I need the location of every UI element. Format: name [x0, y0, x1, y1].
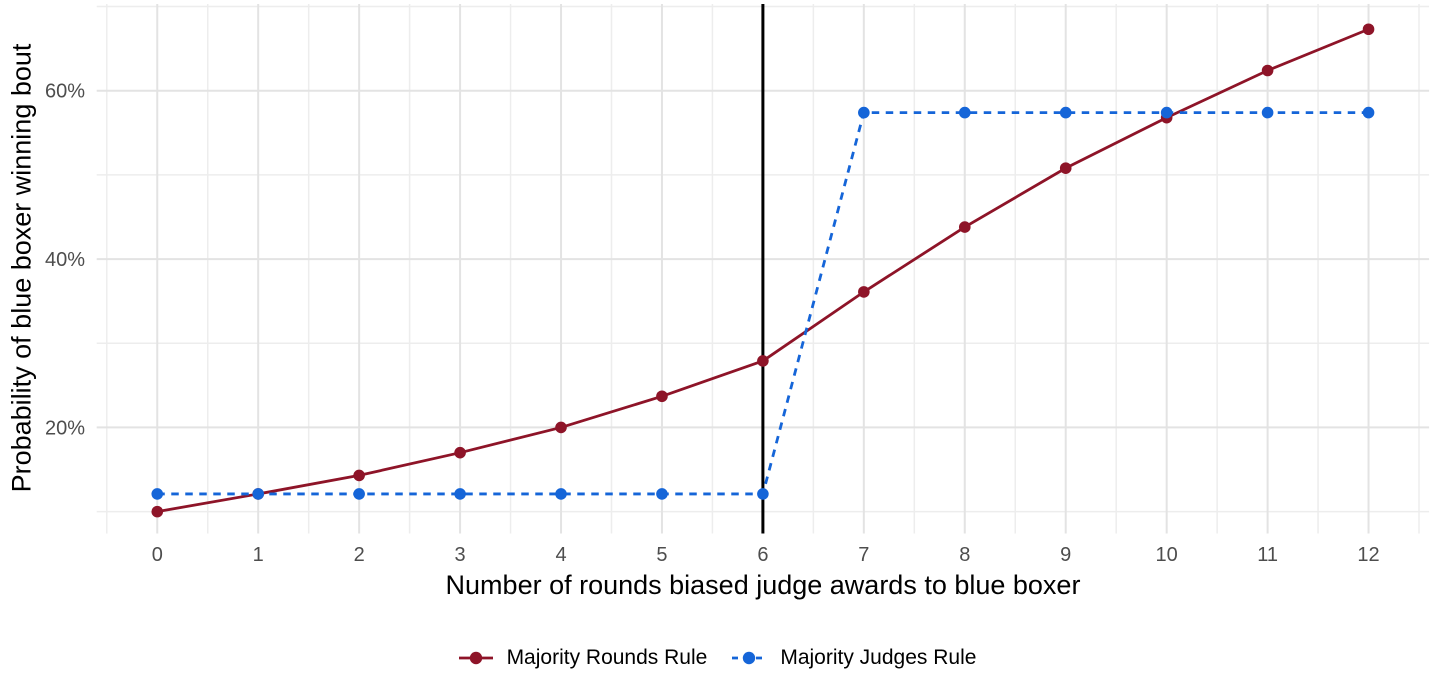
x-axis-title: Number of rounds biased judge awards to … — [445, 570, 1081, 600]
data-point — [958, 106, 971, 119]
data-point — [1362, 23, 1375, 36]
x-tick-label: 3 — [455, 544, 466, 566]
data-point — [1261, 64, 1274, 77]
x-tick-label: 10 — [1156, 544, 1178, 566]
y-axis-title: Probability of blue boxer winning bout — [6, 43, 37, 493]
x-tick-label: 9 — [1060, 544, 1071, 566]
legend-item-majority-rounds: Majority Rounds Rule — [458, 645, 708, 671]
data-point — [958, 221, 971, 233]
data-point — [151, 505, 164, 518]
y-tick-label: 20% — [45, 417, 85, 439]
data-point — [656, 488, 668, 500]
data-point — [353, 488, 365, 500]
data-point — [1261, 106, 1274, 119]
data-point — [353, 469, 365, 482]
x-tick-label: 5 — [656, 544, 667, 566]
data-point — [1059, 162, 1072, 174]
x-tick-label: 2 — [354, 544, 365, 566]
data-point — [757, 355, 769, 367]
data-point — [454, 446, 466, 459]
data-point — [555, 488, 567, 500]
y-tick-label: 40% — [45, 249, 85, 271]
legend-key-majority-rounds-icon — [458, 651, 493, 665]
data-point — [656, 390, 668, 403]
data-point — [858, 286, 870, 298]
legend-label-majority-judges: Majority Judges Rule — [780, 646, 977, 669]
legend-key-majority-judges-icon — [732, 651, 767, 665]
x-tick-label: 0 — [152, 544, 163, 566]
data-point — [555, 421, 567, 434]
data-point — [858, 106, 870, 119]
legend-item-majority-judges: Majority Judges Rule — [731, 645, 976, 671]
x-tick-label: 4 — [555, 544, 566, 566]
legend-label-majority-rounds: Majority Rounds Rule — [506, 646, 708, 669]
y-tick-label: 60% — [45, 81, 85, 103]
data-point — [252, 488, 265, 500]
x-tick-label: 6 — [757, 544, 768, 566]
x-tick-label: 11 — [1257, 544, 1278, 566]
x-tick-label: 7 — [858, 544, 869, 566]
x-tick-label: 8 — [959, 544, 970, 566]
data-point — [1362, 106, 1375, 119]
legend: Majority Rounds Rule Majority Judges Rul… — [0, 645, 1434, 671]
data-point — [757, 488, 769, 500]
data-point — [151, 488, 164, 500]
x-tick-label: 12 — [1357, 544, 1379, 566]
data-point — [1059, 106, 1072, 119]
x-tick-label: 1 — [253, 544, 264, 566]
data-point — [1160, 106, 1173, 119]
data-point — [454, 488, 466, 500]
